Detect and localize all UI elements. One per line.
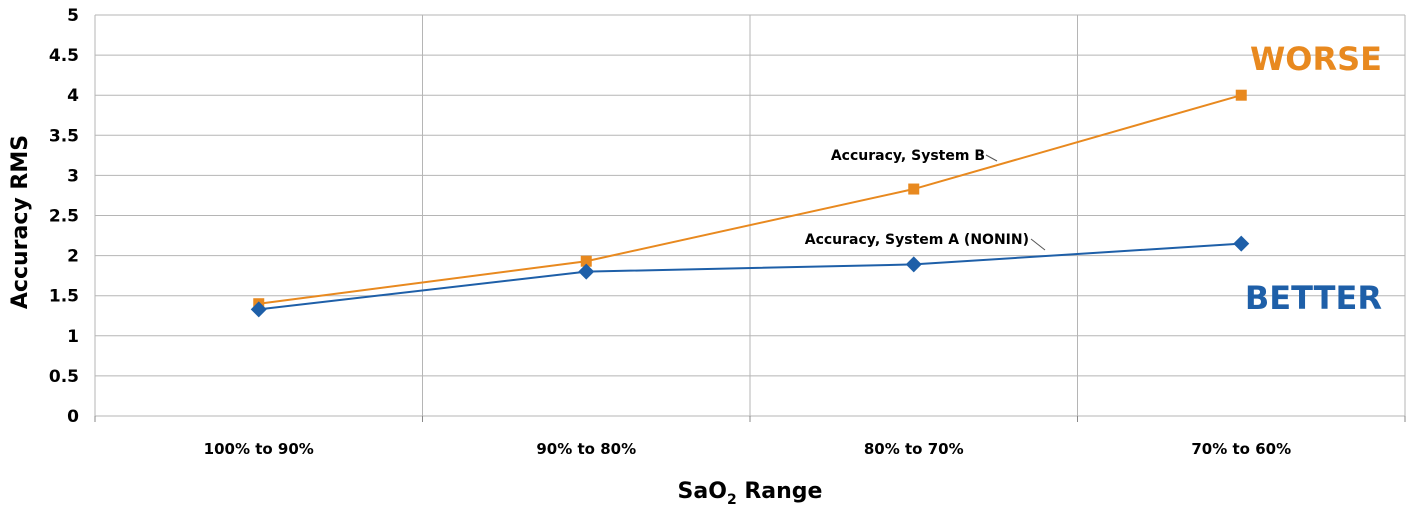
worse-annotation: WORSE [1250, 40, 1382, 78]
x-tick-label: 80% to 70% [864, 440, 964, 458]
series-label-system-b-leader [985, 154, 998, 162]
y-tick-label: 4.5 [49, 46, 79, 66]
better-annotation: BETTER [1245, 279, 1382, 317]
series-line-1 [258, 242, 1242, 311]
y-tick-label: 0 [67, 407, 79, 427]
data-point-square [580, 255, 592, 267]
series-line-0 [258, 94, 1242, 305]
y-tick-label: 4 [67, 86, 79, 106]
y-tick-label: 1.5 [49, 287, 79, 307]
y-tick-label: 0.5 [49, 367, 79, 387]
series-label-system-a-leader [1030, 238, 1046, 251]
data-point-square [1235, 89, 1247, 101]
x-axis-ticks: 100% to 90% 90% to 80% 80% to 70% 70% to 60… [204, 440, 1291, 458]
y-tick-label: 5 [67, 6, 79, 26]
x-axis-title: SaO2 Range [678, 479, 823, 506]
series-layer [250, 89, 1250, 318]
x-tick-label: 70% to 60% [1191, 440, 1291, 458]
series-label-system-b: Accuracy, System B [831, 148, 985, 164]
y-tick-label: 2 [67, 247, 79, 267]
x-tick-label: 90% to 80% [536, 440, 636, 458]
data-point-diamond [905, 256, 922, 273]
y-axis-ticks: 0 0.5 1 1.5 2 2.5 3 3.5 4 4.5 5 [49, 6, 79, 427]
x-tick-label: 100% to 90% [204, 440, 314, 458]
data-point-diamond [578, 263, 595, 280]
y-tick-label: 3.5 [49, 126, 79, 146]
data-point-diamond [1233, 235, 1250, 252]
grid [94, 14, 1406, 422]
y-tick-label: 3 [67, 166, 79, 186]
series-label-system-a: Accuracy, System A (NONIN) [805, 232, 1029, 248]
y-tick-label: 1 [67, 327, 79, 347]
y-axis-title: Accuracy RMS [8, 135, 33, 309]
y-tick-label: 2.5 [49, 207, 79, 227]
data-point-diamond [250, 301, 267, 318]
data-point-square [908, 183, 920, 195]
